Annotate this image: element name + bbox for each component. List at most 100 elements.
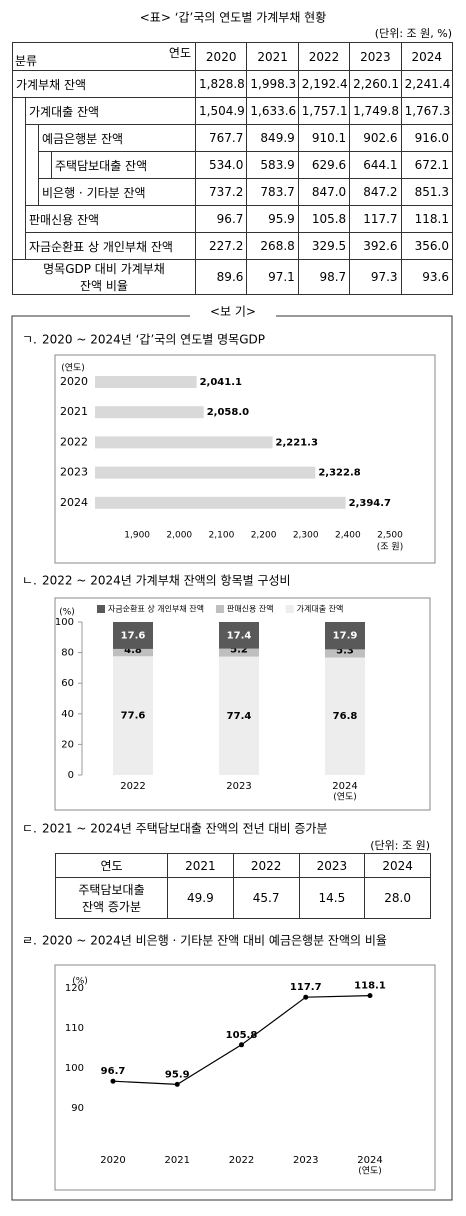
cell: 1,828.8 [194, 70, 248, 98]
y-axis-label: (%) [59, 608, 75, 618]
section-label: ㄹ. [22, 934, 37, 948]
point [110, 1078, 116, 1084]
cell: 268.8 [246, 232, 299, 260]
cell: 1,767.3 [400, 97, 453, 125]
x-tick-label: 2,400 [335, 531, 361, 541]
point [303, 994, 309, 1000]
y-tick-label: 2024 [60, 496, 88, 509]
row-label: 판매신용 잔액 [25, 205, 196, 233]
indent-cell [12, 97, 26, 260]
cell: 737.2 [194, 178, 248, 206]
legend-swatch [285, 605, 294, 613]
cell: 392.6 [349, 232, 402, 260]
chart-frame [54, 597, 431, 811]
header-row: 연도 분류 2020 2021 2022 2023 2024 [12, 42, 453, 71]
cell: 96.7 [194, 205, 248, 233]
cell: 534.0 [194, 151, 248, 179]
row-label: 자금순환표 상 개인부채 잔액 [25, 232, 196, 260]
section-title: 2020 ~ 2024년 ‘갑’국의 연도별 명목GDP [42, 333, 265, 347]
cell: 118.1 [400, 205, 453, 233]
data-table: 연도 분류 2020 2021 2022 2023 2024 가계부채 잔액 1,828.8 1,… [12, 42, 453, 295]
table-unit: (단위: 조 원) [370, 839, 430, 852]
value-label: 95.9 [165, 1069, 190, 1080]
row-header: 분류 [15, 54, 38, 68]
row-label: 주택담보대출 잔액 증가분 [55, 877, 168, 919]
bar-segment [113, 648, 153, 657]
cell: 1,749.8 [349, 97, 402, 125]
table-row: 주택담보대출 잔액 534.0 583.9 629.6 644.1 672.1 [13, 151, 453, 179]
x-tick-label: 2021 [165, 1155, 190, 1166]
box-title-bg [190, 304, 276, 320]
y-tick-label: 60 [61, 678, 74, 689]
cell: 105.8 [297, 205, 351, 233]
indent-cell [25, 124, 39, 206]
y-tick-label: 100 [55, 617, 74, 628]
bar-segment [219, 656, 259, 775]
section-label: ㄱ. [22, 333, 37, 347]
bar-segment [219, 648, 259, 657]
table-row: 판매신용 잔액 96.7 95.9 105.8 117.7 118.1 [13, 205, 453, 233]
cell: 117.7 [349, 205, 402, 233]
bar [95, 406, 204, 419]
year-header: 2021 [246, 42, 299, 71]
point [174, 1081, 180, 1087]
table-row: 자금순환표 상 개인부채 잔액 227.2 268.8 329.5 392.6 356.0 [13, 232, 453, 260]
legend-label: 판매신용 잔액 [227, 604, 274, 614]
y-tick-label: 90 [71, 1103, 84, 1114]
cell: 583.9 [246, 151, 299, 179]
value-label: 17.6 [121, 630, 146, 641]
section-label: ㄷ. [22, 822, 37, 836]
cell: 1,757.1 [297, 97, 351, 125]
year-header: 2023 [298, 853, 366, 878]
table-row: 비은행 · 기타분 잔액 737.2 783.7 847.0 847.2 851.3 [13, 178, 453, 206]
chart-frame [54, 354, 436, 564]
y-tick-label: 80 [61, 648, 74, 659]
x-tick-label: 2,300 [293, 531, 319, 541]
value-label: 76.8 [333, 711, 358, 722]
value-label: 4.8 [124, 645, 142, 656]
bar [95, 496, 346, 509]
cell: 849.9 [246, 124, 299, 152]
bar-segment [325, 622, 365, 650]
table-row: 주택담보대출 잔액 증가분 49.9 45.7 14.5 28.0 [55, 877, 431, 919]
value-label: 117.7 [290, 982, 322, 993]
table-row: 명목GDP 대비 가계부채 잔액 비율 89.6 97.1 98.7 97.3 93.6 [12, 259, 453, 295]
x-tick-label: 2022 [229, 1155, 254, 1166]
x-tick-label: 2,200 [251, 531, 277, 541]
indent-cell [38, 151, 52, 179]
value-label: 17.9 [333, 631, 358, 642]
year-header: 2021 [167, 853, 234, 878]
y-axis-label: (연도) [61, 363, 85, 374]
cell: 629.6 [297, 151, 351, 179]
table-body: 연도 2021 2022 2023 2024 주택담보대출 잔액 증가분 49.9 45.7 1… [55, 853, 431, 919]
point [239, 1042, 244, 1048]
x-tick-label: 2023 [293, 1155, 318, 1166]
value-label: 77.6 [121, 711, 146, 722]
bar [95, 436, 273, 449]
section-title: 2021 ~ 2024년 주택담보대출 잔액의 전년 대비 증가분 [42, 822, 328, 836]
cell: 93.6 [400, 259, 453, 295]
value-label: 118.1 [354, 981, 386, 992]
cell: 95.9 [246, 205, 299, 233]
x-tick-label: 1,900 [124, 531, 150, 541]
box-title: <보 기> [210, 305, 256, 319]
data-table: 연도 2021 2022 2023 2024 주택담보대출 잔액 증가분 49.9 45.7 1… [55, 853, 431, 919]
legend-label: 가계대출 잔액 [297, 604, 344, 614]
legend-swatch [97, 605, 105, 613]
y-tick-label: 100 [65, 1063, 84, 1074]
y-tick-label: 2022 [60, 435, 88, 448]
cell: 851.3 [400, 178, 453, 206]
x-tick-label: 2024 [357, 1155, 382, 1166]
value-label: 17.4 [227, 630, 252, 641]
cell: 644.1 [349, 151, 402, 179]
row-label: 예금은행분 잔액 [38, 124, 196, 152]
y-tick-label: 2023 [60, 466, 88, 479]
bar-segment [325, 649, 365, 658]
row-label: 주택담보대출 잔액 [51, 151, 196, 179]
legend-swatch [215, 605, 224, 613]
year-header: 2023 [349, 42, 402, 71]
cell: 28.0 [364, 877, 431, 919]
x-tick-label: 2,500 [377, 531, 403, 541]
row-label: 가계대출 잔액 [25, 97, 196, 125]
